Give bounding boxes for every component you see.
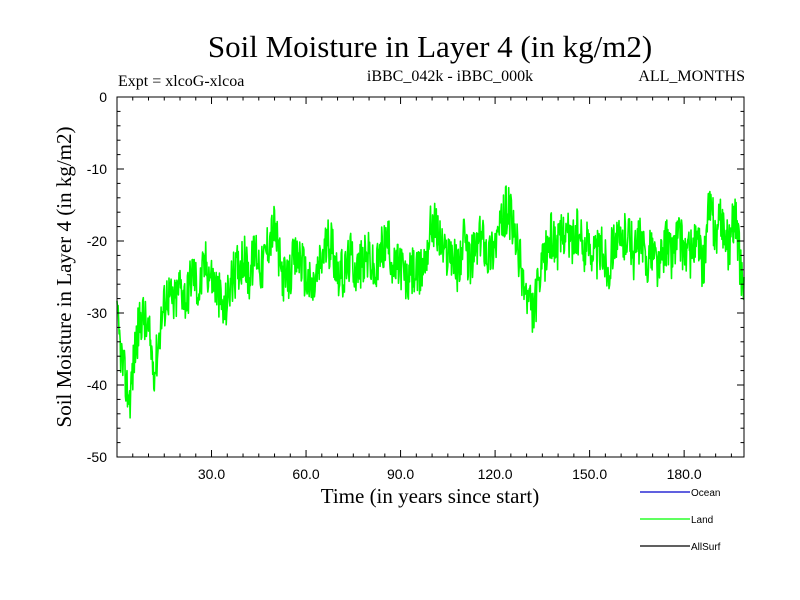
plot-series — [116, 185, 745, 419]
chart-title: Soil Moisture in Layer 4 (in kg/m2) — [208, 29, 652, 64]
y-tick-label: -10 — [87, 161, 107, 177]
axis-tick-labels: 30.0 60.0 90.0 120.0 150.0 180.0 0 -10 -20 -30 -40… — [87, 89, 702, 482]
x-tick-label: 60.0 — [292, 466, 319, 482]
y-tick-label: 0 — [99, 89, 107, 105]
x-tick-label: 120.0 — [478, 466, 513, 482]
y-tick-label: -30 — [87, 305, 107, 321]
y-axis-label: Soil Moisture in Layer 4 (in kg/m2) — [52, 127, 76, 428]
chart-subtitle-right: ALL_MONTHS — [638, 68, 745, 85]
legend: Ocean Land AllSurf — [640, 488, 721, 553]
y-tick-label: -50 — [87, 449, 107, 465]
chart-subtitle-center: iBBC_042k - iBBC_000k — [367, 68, 533, 85]
y-tick-label: -40 — [87, 377, 107, 393]
x-tick-label: 30.0 — [198, 466, 225, 482]
legend-label-allsurf: AllSurf — [691, 542, 721, 553]
legend-label-land: Land — [691, 515, 713, 526]
x-tick-label: 150.0 — [572, 466, 607, 482]
legend-label-ocean: Ocean — [691, 488, 720, 499]
plot-frame — [116, 96, 745, 458]
axis-ticks — [117, 96, 744, 458]
y-tick-label: -20 — [87, 233, 107, 249]
series-line-land — [116, 185, 745, 419]
x-tick-label: 180.0 — [667, 466, 702, 482]
chart-subtitle-left: Expt = xlcoG-xlcoa — [118, 73, 244, 90]
x-tick-label: 90.0 — [387, 466, 414, 482]
x-axis-label: Time (in years since start) — [321, 484, 540, 508]
